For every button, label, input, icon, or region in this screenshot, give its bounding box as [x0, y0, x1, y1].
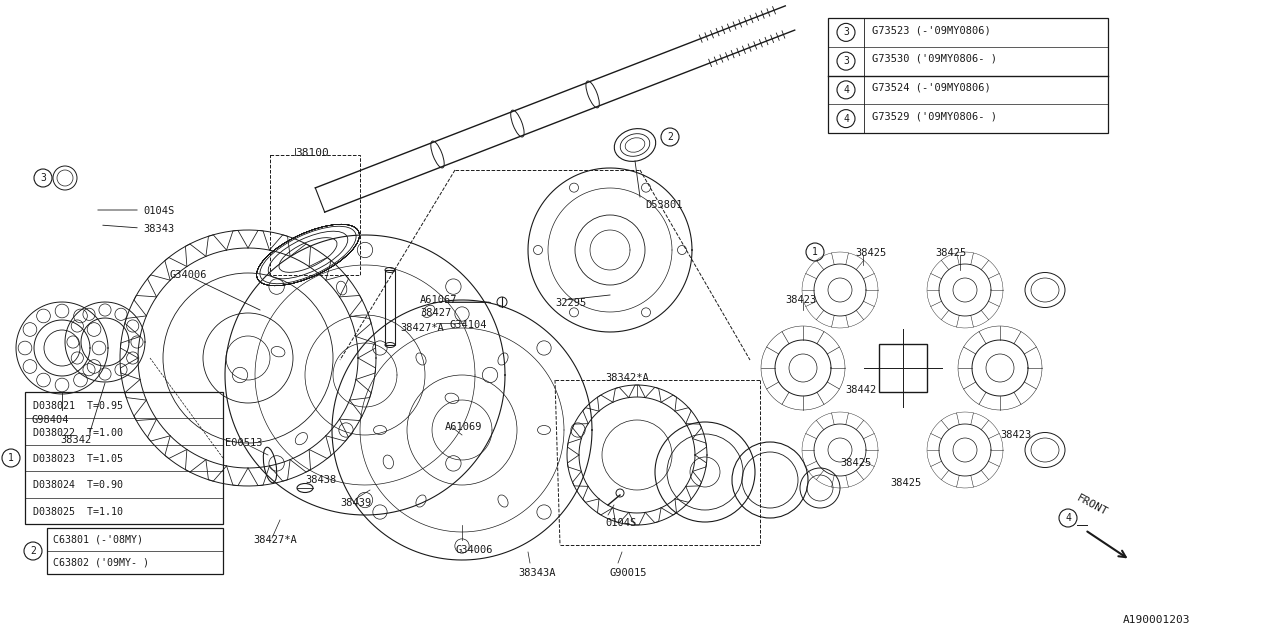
- Text: 38439: 38439: [340, 498, 371, 508]
- Text: 2: 2: [29, 546, 36, 556]
- Text: G73529 ('09MY0806- ): G73529 ('09MY0806- ): [872, 111, 997, 122]
- Text: 38425: 38425: [840, 458, 872, 468]
- Text: 1: 1: [812, 247, 818, 257]
- Text: G34006: G34006: [170, 270, 207, 280]
- Text: D038025  T=1.10: D038025 T=1.10: [33, 507, 123, 517]
- Text: G98404: G98404: [32, 415, 69, 425]
- Text: 38342*A: 38342*A: [605, 373, 649, 383]
- Text: 38423: 38423: [785, 295, 817, 305]
- Text: FRONT: FRONT: [1075, 493, 1110, 518]
- Text: 38342: 38342: [60, 435, 91, 445]
- Bar: [385, 270, 396, 345]
- Text: G73530 ('09MY0806- ): G73530 ('09MY0806- ): [872, 54, 997, 64]
- Text: 38425: 38425: [855, 248, 886, 258]
- Text: G90015: G90015: [611, 568, 648, 578]
- Text: 3: 3: [40, 173, 46, 183]
- Text: 32295: 32295: [556, 298, 586, 308]
- Text: A190001203: A190001203: [1123, 615, 1190, 625]
- Text: G73523 (-'09MY0806): G73523 (-'09MY0806): [872, 25, 991, 35]
- Text: 3: 3: [844, 28, 849, 37]
- Bar: [26, 392, 223, 524]
- Text: E00513: E00513: [225, 438, 262, 448]
- Text: D038022  T=1.00: D038022 T=1.00: [33, 428, 123, 438]
- Text: 38100: 38100: [294, 148, 329, 158]
- Text: 0104S: 0104S: [605, 518, 636, 528]
- Text: 38425: 38425: [934, 248, 966, 258]
- Text: 38427*A: 38427*A: [399, 323, 444, 333]
- Text: A61067: A61067: [420, 295, 457, 305]
- Text: 38423: 38423: [1000, 430, 1032, 440]
- Text: G34104: G34104: [451, 320, 488, 330]
- Text: D53801: D53801: [645, 200, 682, 210]
- Text: C63802 ('09MY- ): C63802 ('09MY- ): [52, 558, 148, 568]
- Bar: [879, 344, 927, 392]
- Bar: [270, 155, 360, 275]
- Bar: [47, 528, 223, 574]
- Text: 38427: 38427: [420, 308, 452, 318]
- Text: D038023  T=1.05: D038023 T=1.05: [33, 454, 123, 464]
- Text: 3: 3: [844, 56, 849, 66]
- Text: 38442: 38442: [845, 385, 877, 395]
- Text: G73524 (-'09MY0806): G73524 (-'09MY0806): [872, 83, 991, 93]
- Text: 4: 4: [844, 114, 849, 124]
- Text: 38427*A: 38427*A: [253, 535, 297, 545]
- Text: 0104S: 0104S: [143, 206, 174, 216]
- Text: A61069: A61069: [445, 422, 483, 432]
- Text: 38343: 38343: [143, 224, 174, 234]
- Text: 38438: 38438: [305, 475, 337, 485]
- Text: 4: 4: [1065, 513, 1071, 523]
- Text: D038021  T=0.95: D038021 T=0.95: [33, 401, 123, 412]
- Text: 38343A: 38343A: [518, 568, 556, 578]
- Text: D038024  T=0.90: D038024 T=0.90: [33, 481, 123, 490]
- Text: G34006: G34006: [454, 545, 493, 555]
- Text: C63801 (-'08MY): C63801 (-'08MY): [52, 535, 143, 545]
- Bar: [828, 18, 1108, 133]
- Text: 2: 2: [667, 132, 673, 142]
- Text: 4: 4: [844, 85, 849, 95]
- Text: 1: 1: [8, 453, 14, 463]
- Text: 38425: 38425: [890, 478, 922, 488]
